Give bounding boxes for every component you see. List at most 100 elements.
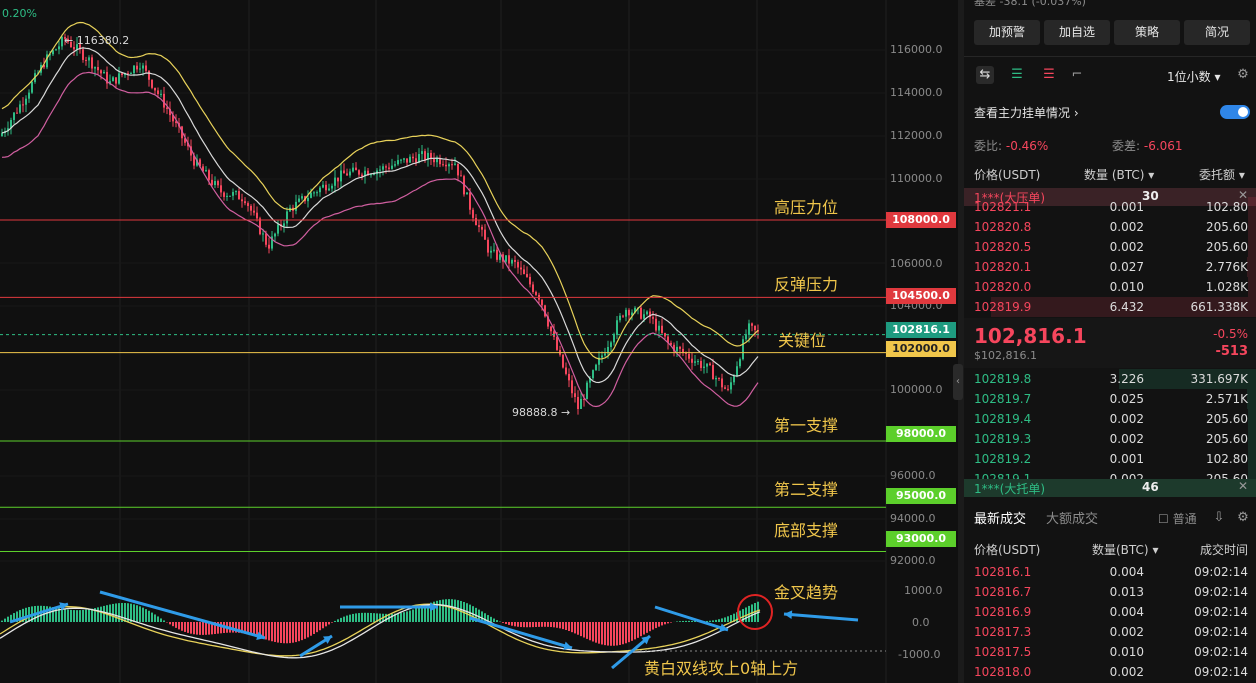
ask-price: 102821.1 [974, 200, 1032, 214]
overview-button[interactable]: 简况 [1184, 20, 1250, 45]
trade-qty-header[interactable]: 数量(BTC) ▾ [1092, 541, 1158, 558]
book-depth-icon[interactable]: ⌐ [1071, 67, 1083, 82]
macd-bar [367, 612, 369, 622]
macd-bar [646, 622, 648, 633]
bid-row[interactable]: 102819.3 0.002 205.60 [964, 429, 1256, 449]
macd-bar [631, 622, 633, 641]
main-orders-link[interactable]: 查看主力挂单情况 › [974, 104, 1079, 121]
arrow-down-1 [99, 590, 266, 640]
candle-body [670, 342, 672, 345]
candle-body [415, 158, 417, 163]
macd-bar [490, 616, 492, 622]
candle-body [49, 54, 51, 56]
candle-body [706, 363, 708, 367]
candle-body [652, 317, 654, 319]
book-both-icon[interactable]: ⇆ [976, 66, 994, 84]
close-icon[interactable]: ✕ [1238, 479, 1249, 493]
settings-icon[interactable]: ⚙ [1237, 510, 1249, 525]
candle-body [565, 367, 567, 374]
candle-body [274, 233, 276, 237]
collapse-handle-icon[interactable]: ‹ [953, 364, 963, 400]
ask-qty: 6.432 [1109, 300, 1144, 314]
bid-row[interactable]: 102819.7 0.025 2.571K [964, 389, 1256, 409]
level-label-support-1: 第一支撑 [774, 416, 839, 435]
candle-body [319, 187, 321, 193]
candle-body [748, 323, 750, 335]
book-asks-icon[interactable]: ☰ [1043, 67, 1055, 82]
macd-bar [301, 622, 303, 641]
ask-row[interactable]: 102821.1 0.001 102.80 [964, 197, 1256, 217]
candle-body [97, 67, 99, 71]
ask-row[interactable]: 102820.0 0.010 1.028K [964, 277, 1256, 297]
candle-body [19, 104, 21, 113]
macd-bar [202, 622, 204, 635]
macd-bar [133, 604, 135, 622]
candle-body [667, 336, 669, 343]
macd-bar [523, 622, 525, 628]
candle-body [592, 370, 594, 379]
low-price-marker: 98888.8 → [512, 406, 571, 419]
trade-time: 09:02:14 [1194, 665, 1248, 679]
macd-bar [484, 613, 486, 622]
candle-body [751, 323, 753, 326]
book-bids-icon[interactable]: ☰ [1011, 67, 1023, 82]
trade-row: 102818.0 0.002 09:02:14 [964, 662, 1256, 682]
filter-icon[interactable]: ⇩ [1213, 510, 1225, 525]
col-qty-header[interactable]: 数量 (BTC) ▾ [1084, 166, 1154, 183]
bid-row[interactable]: 102819.4 0.002 205.60 [964, 409, 1256, 429]
candle-body [508, 255, 510, 264]
checkbox-icon[interactable]: ☐ [1158, 512, 1169, 526]
macd-bar [400, 612, 402, 622]
ask-row[interactable]: 102820.1 0.027 2.776K [964, 257, 1256, 277]
macd-bar [118, 603, 120, 622]
kline-chart[interactable]: 0.20% ← 116380.2 98888.8 → 116000.0 1140… [0, 0, 958, 683]
ask-row[interactable]: 102819.9 6.432 661.338K [964, 297, 1256, 317]
big-bid-row[interactable]: 1***(大托单) 46 ✕ [964, 479, 1256, 497]
candle-body [709, 363, 711, 366]
macd-bar [61, 608, 63, 622]
tab-large-trades[interactable]: 大额成交 [1046, 512, 1099, 527]
add-alert-button[interactable]: 加预警 [974, 20, 1040, 45]
last-price-block: 102,816.1 $102,816.1 -0.5% -513 [964, 318, 1256, 368]
trade-price-header: 价格(USDT) [974, 543, 1041, 557]
candle-body [574, 393, 576, 397]
bid-total: 205.60 [1206, 412, 1248, 426]
bid-qty: 0.002 [1109, 432, 1144, 446]
bid-row[interactable]: 102819.2 0.001 102.80 [964, 449, 1256, 469]
macd-bar [184, 622, 186, 632]
macd-bar [433, 601, 435, 622]
add-watchlist-button[interactable]: 加自选 [1044, 20, 1110, 45]
ask-total: 1.028K [1205, 280, 1248, 294]
tab-latest-trades[interactable]: 最新成交 [974, 512, 1027, 527]
panel-divider[interactable] [958, 0, 964, 683]
level-label-high-resistance: 高压力位 [774, 198, 839, 217]
macd-bar [187, 622, 189, 633]
ask-row[interactable]: 102820.8 0.002 205.60 [964, 217, 1256, 237]
macd-bar [175, 622, 177, 628]
macd-bar [337, 619, 339, 622]
candle-body [448, 164, 450, 167]
normal-filter[interactable]: ☐ 普通 [1158, 510, 1197, 527]
candle-body [379, 169, 381, 171]
col-total-header[interactable]: 委托额 ▾ [1199, 166, 1245, 183]
bid-row[interactable]: 102819.8 3.226 331.697K [964, 369, 1256, 389]
candle-body [469, 192, 471, 210]
trade-qty: 0.004 [1109, 565, 1144, 579]
candle-body [733, 376, 735, 383]
depth-bar [1247, 409, 1256, 429]
main-orders-toggle[interactable] [1220, 105, 1250, 119]
strategy-button[interactable]: 策略 [1114, 20, 1180, 45]
precision-select[interactable]: 1位小数 ▾ [1167, 68, 1221, 85]
candle-body [691, 358, 693, 363]
candle-body [523, 269, 525, 275]
chart-canvas[interactable] [0, 0, 958, 683]
candle-body [697, 360, 699, 362]
settings-icon[interactable]: ⚙ [1237, 67, 1249, 82]
big-ask-row[interactable]: 1***(大压单) 30 ✕ [964, 188, 1256, 206]
close-icon[interactable]: ✕ [1238, 188, 1249, 202]
chevron-right-icon: › [1073, 106, 1079, 120]
macd-bar [154, 614, 156, 622]
macd-bar [733, 613, 735, 622]
candle-body [721, 378, 723, 388]
ask-row[interactable]: 102820.5 0.002 205.60 [964, 237, 1256, 257]
